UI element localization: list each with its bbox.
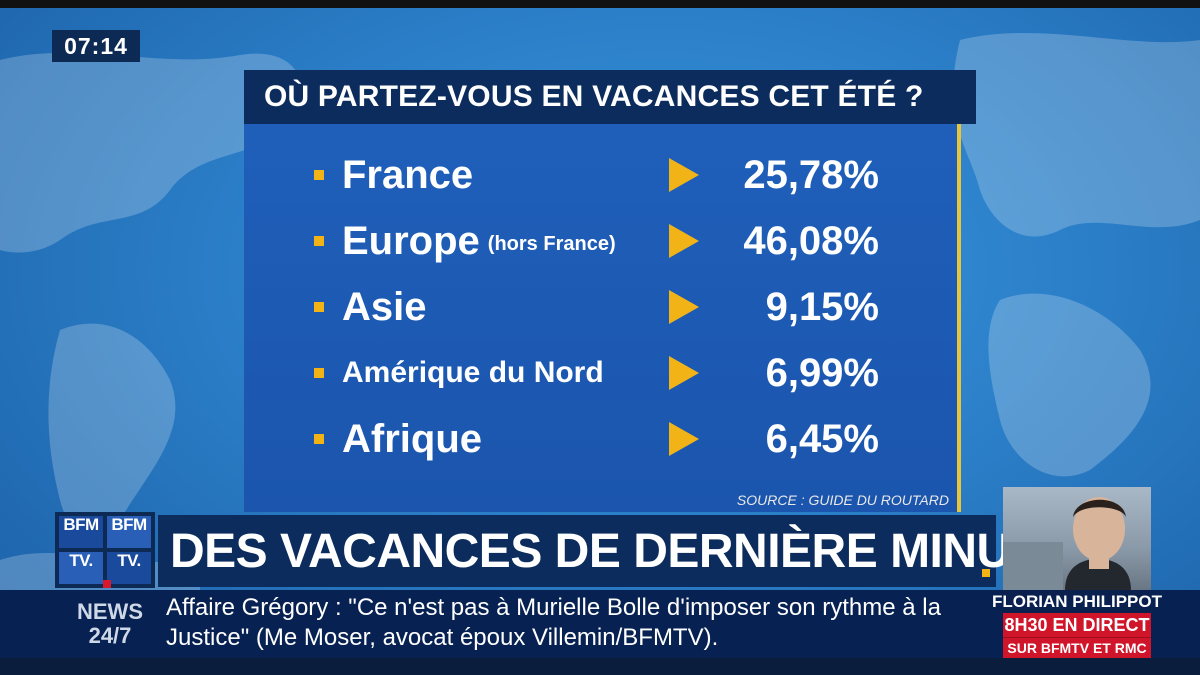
headline-text: DES VACANCES DE DERNIÈRE MINUTE — [170, 524, 1072, 578]
destination-label: Amérique du Nord — [342, 356, 604, 389]
logo-tile: BFM — [107, 516, 151, 548]
destination-row: Europe (hors France) 46,08% — [244, 208, 959, 274]
destination-label: France — [342, 152, 474, 197]
arrow-icon — [669, 422, 699, 456]
bullet-icon — [314, 236, 324, 246]
logo-tile: TV. — [107, 552, 151, 584]
news-ticker: NEWS 24/7 Affaire Grégory : "Ce n'est pa… — [0, 590, 1200, 658]
destination-label: Europe (hors France) — [342, 208, 616, 274]
news-brand-line: NEWS — [77, 599, 143, 624]
bottom-strip — [0, 658, 1200, 675]
news-24-7-brand: NEWS 24/7 — [70, 590, 150, 658]
destination-value: 46,08% — [743, 218, 879, 263]
bullet-icon — [314, 434, 324, 444]
panel-accent-rule — [957, 124, 961, 512]
source-credit: SOURCE : GUIDE DU ROUTARD — [736, 492, 949, 508]
headline-accent — [982, 569, 990, 577]
guest-photo — [1003, 487, 1151, 590]
destination-value: 25,78% — [743, 152, 879, 197]
logo-accent — [103, 580, 111, 588]
destinations-panel: France 25,78% Europe (hors France) 46,08… — [244, 124, 959, 512]
logo-tile: BFM — [59, 516, 103, 548]
destination-row: Asie 9,15% — [244, 274, 959, 340]
guest-portrait-icon — [1003, 497, 1131, 590]
guest-name: FLORIAN PHILIPPOT — [992, 590, 1162, 613]
headline-banner: DES VACANCES DE DERNIÈRE MINUTE — [158, 515, 1072, 587]
destination-row: Afrique 6,45% — [244, 406, 959, 472]
clock: 07:14 — [52, 30, 140, 62]
ticker-text: Affaire Grégory : "Ce n'est pas à Muriel… — [166, 594, 941, 651]
destination-value: 6,99% — [765, 350, 879, 395]
destination-label: Asie — [342, 284, 427, 329]
news-brand-line: 24/7 — [88, 623, 132, 648]
destination-name: Europe — [342, 218, 480, 263]
arrow-icon — [669, 224, 699, 258]
logo-tile: TV. — [59, 552, 103, 584]
destination-value: 6,45% — [765, 416, 879, 461]
top-border — [0, 0, 1200, 8]
bullet-icon — [314, 302, 324, 312]
arrow-icon — [669, 158, 699, 192]
arrow-icon — [669, 356, 699, 390]
arrow-icon — [669, 290, 699, 324]
guest-channel: SUR BFMTV ET RMC — [1003, 637, 1151, 658]
bullet-icon — [314, 170, 324, 180]
destination-row: Amérique du Nord 6,99% — [244, 340, 959, 406]
guest-schedule: 8H30 EN DIRECT — [1003, 613, 1151, 637]
bfmtv-logo: BFM BFM TV. TV. — [55, 512, 155, 588]
destination-label: Afrique — [342, 416, 482, 461]
bullet-icon — [314, 368, 324, 378]
infographic-title: OÙ PARTEZ-VOUS EN VACANCES CET ÉTÉ ? — [244, 70, 976, 124]
destination-value: 9,15% — [765, 284, 879, 329]
destination-row: France 25,78% — [244, 142, 959, 208]
destination-note: (hors France) — [487, 232, 616, 255]
